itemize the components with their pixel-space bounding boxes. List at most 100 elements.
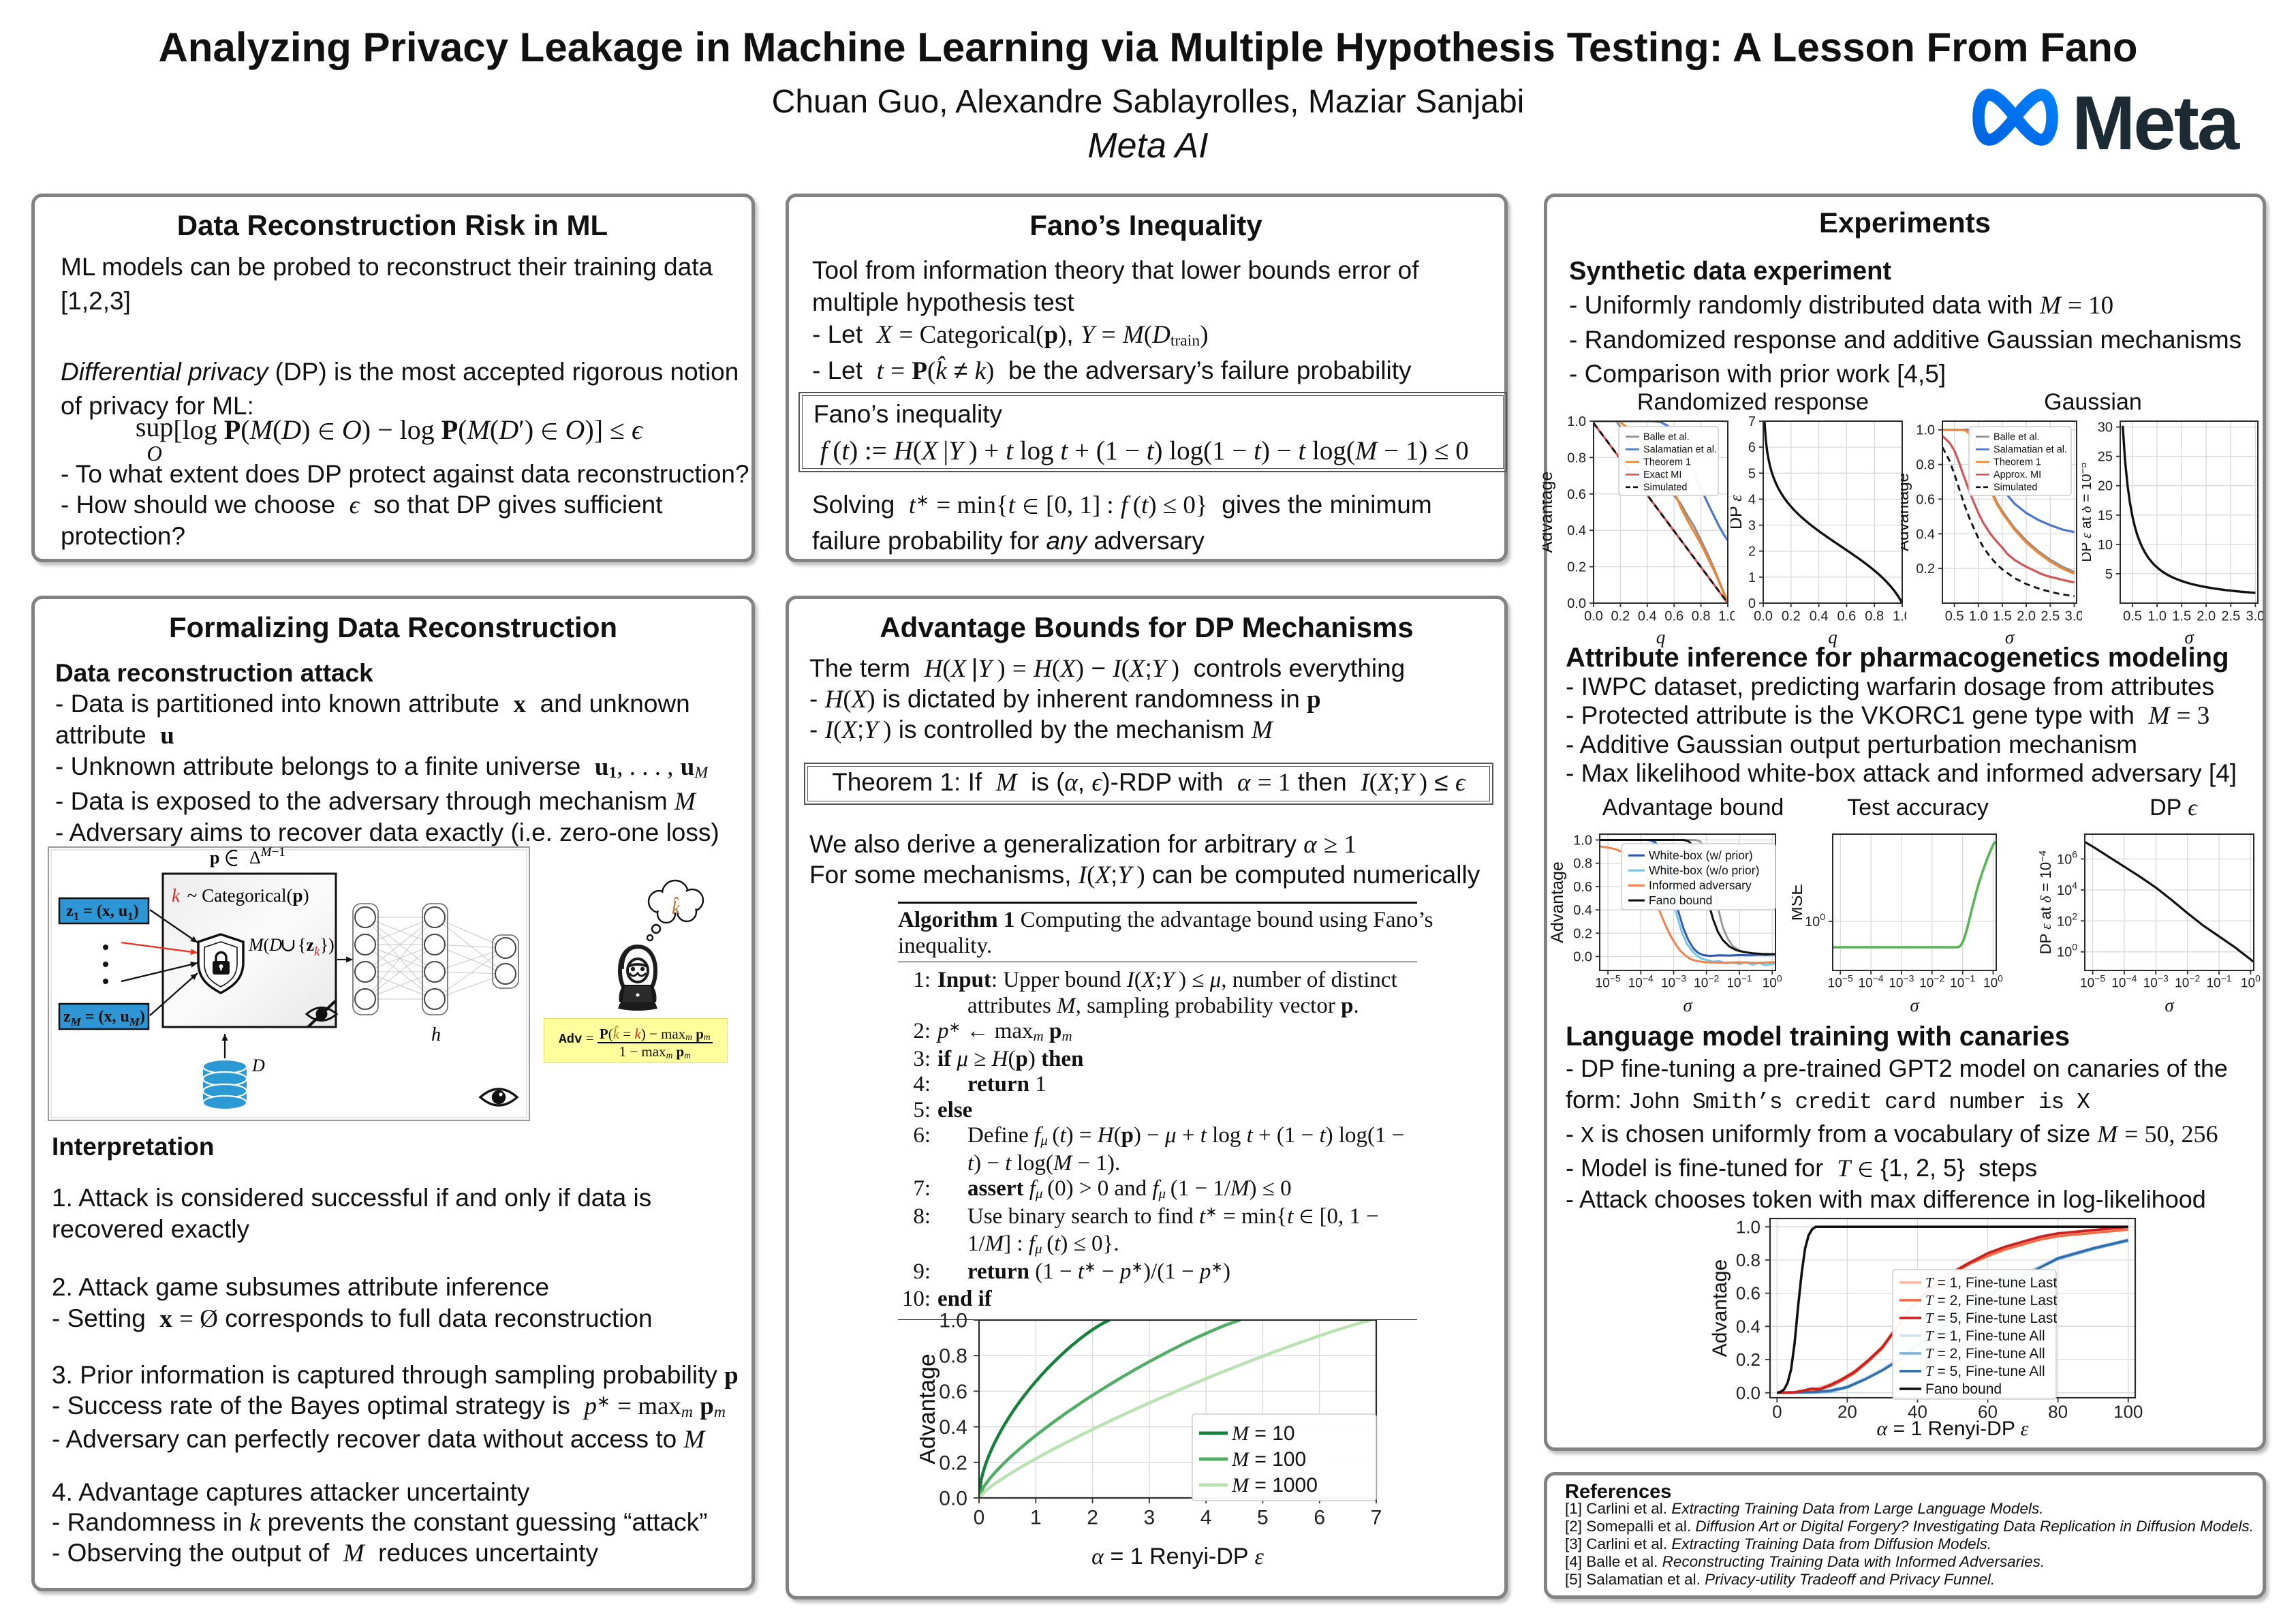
svg-text:0.0: 0.0 — [1584, 609, 1603, 624]
svg-text:20: 20 — [2098, 479, 2113, 494]
svg-text:10: 10 — [2098, 538, 2113, 553]
svg-text:Advantage: Advantage — [1901, 473, 1912, 551]
svg-text:M = 100: M = 100 — [1231, 1448, 1306, 1471]
svg-text:σ: σ — [2165, 995, 2175, 1015]
svg-text:q: q — [1656, 627, 1666, 647]
svg-text:5: 5 — [2105, 567, 2113, 582]
svg-text:1: 1 — [1030, 1507, 1042, 1529]
svg-text:Theorem 1: Theorem 1 — [1643, 457, 1691, 468]
svg-text:10−3: 10−3 — [1889, 973, 1914, 991]
svg-text:0.4: 0.4 — [1916, 527, 1935, 542]
svg-text:1.0: 1.0 — [1893, 609, 1906, 624]
svg-text:0.4: 0.4 — [1573, 903, 1592, 918]
svg-text:0.8: 0.8 — [939, 1345, 967, 1368]
svg-text:0.2: 0.2 — [1736, 1349, 1760, 1370]
svg-text:20: 20 — [1837, 1402, 1857, 1422]
svg-text:Informed adversary: Informed adversary — [1649, 878, 1752, 892]
svg-text:4: 4 — [1748, 492, 1756, 507]
svg-text:σ: σ — [1910, 995, 1920, 1015]
svg-text:k̂: k̂ — [672, 898, 681, 918]
svg-text:1.0: 1.0 — [1736, 1216, 1760, 1237]
svg-text:0.4: 0.4 — [1638, 609, 1657, 624]
svg-text:2: 2 — [1748, 545, 1756, 560]
svg-text:3.0: 3.0 — [2246, 609, 2263, 624]
svg-text:0.8: 0.8 — [1865, 609, 1884, 624]
svg-text:2.0: 2.0 — [2197, 609, 2216, 624]
svg-text:100: 100 — [1983, 973, 2003, 991]
svg-text:T = 2, Fine-tune All: T = 2, Fine-tune All — [1925, 1345, 2045, 1362]
svg-text:0.4: 0.4 — [1810, 609, 1829, 624]
svg-text:σ: σ — [2005, 627, 2015, 647]
svg-text:10−1: 10−1 — [2206, 973, 2231, 991]
svg-text:10−4: 10−4 — [1859, 973, 1884, 991]
svg-text:0.8: 0.8 — [1736, 1250, 1760, 1270]
svg-text:Salamatian et al.: Salamatian et al. — [1643, 444, 1717, 455]
svg-text:0.2: 0.2 — [1611, 609, 1630, 624]
svg-text:10−3: 10−3 — [1661, 973, 1686, 991]
svg-text:3.0: 3.0 — [2065, 609, 2082, 624]
svg-text:1.0: 1.0 — [1573, 833, 1592, 848]
svg-text:0.6: 0.6 — [939, 1381, 967, 1403]
svg-text:q: q — [1828, 627, 1837, 647]
svg-text:1.5: 1.5 — [1993, 609, 2012, 624]
svg-text:10−5: 10−5 — [2080, 973, 2105, 991]
svg-text:3: 3 — [1144, 1507, 1155, 1529]
svg-text:DP ε at δ = 10−4: DP ε at δ = 10−4 — [2037, 851, 2054, 954]
svg-text:80: 80 — [2048, 1402, 2068, 1422]
svg-text:M(D: M(D — [248, 935, 282, 955]
svg-text:102: 102 — [2057, 910, 2077, 929]
svg-text:D: D — [251, 1056, 265, 1075]
svg-text:10−2: 10−2 — [1694, 973, 1719, 991]
svg-text:0.0: 0.0 — [939, 1488, 967, 1510]
svg-text:1.0: 1.0 — [1969, 609, 1988, 624]
svg-text:0.0: 0.0 — [1754, 609, 1773, 624]
svg-text:Approx. MI: Approx. MI — [1994, 470, 2041, 480]
svg-text:White-box (w/ prior): White-box (w/ prior) — [1649, 848, 1753, 862]
svg-text:4: 4 — [1200, 1507, 1212, 1529]
svg-text:100: 100 — [2057, 942, 2077, 960]
svg-text:104: 104 — [2057, 880, 2077, 898]
svg-text:100: 100 — [1763, 973, 1782, 991]
svg-text:1.0: 1.0 — [1567, 414, 1586, 429]
svg-text:0.2: 0.2 — [1567, 560, 1586, 575]
svg-text:0: 0 — [1748, 596, 1756, 611]
svg-text:zM = (x, uM): zM = (x, uM) — [63, 1008, 145, 1028]
svg-text:10−4: 10−4 — [1628, 973, 1654, 991]
svg-text:2.5: 2.5 — [2041, 609, 2060, 624]
svg-text:60: 60 — [1978, 1402, 1998, 1422]
svg-text:T = 2, Fine-tune Last: T = 2, Fine-tune Last — [1925, 1292, 2057, 1308]
svg-text:Balle et al.: Balle et al. — [1994, 432, 2040, 443]
svg-text:0.2: 0.2 — [939, 1452, 967, 1474]
svg-text:0.4: 0.4 — [939, 1416, 967, 1439]
svg-text:Advantage: Advantage — [920, 1353, 940, 1465]
svg-text:Theorem 1: Theorem 1 — [1994, 457, 2041, 468]
svg-text:0.8: 0.8 — [1916, 458, 1935, 473]
svg-text:25: 25 — [2098, 450, 2113, 465]
svg-text:5: 5 — [1748, 466, 1756, 481]
svg-text:0: 0 — [974, 1507, 985, 1529]
svg-text:T = 1, Fine-tune All: T = 1, Fine-tune All — [1925, 1328, 2045, 1344]
svg-text:10−2: 10−2 — [2175, 973, 2200, 991]
svg-text:0: 0 — [1772, 1402, 1782, 1422]
svg-text:6: 6 — [1748, 440, 1756, 455]
svg-text:0.6: 0.6 — [1573, 880, 1592, 895]
svg-text:2.0: 2.0 — [2017, 609, 2036, 624]
svg-text:1.0: 1.0 — [1916, 423, 1935, 438]
svg-text:Advantage: Advantage — [1542, 472, 1556, 553]
svg-text:0.8: 0.8 — [1692, 609, 1711, 624]
svg-text:M = 10: M = 10 — [1231, 1422, 1295, 1445]
svg-text:Simulated: Simulated — [1643, 482, 1687, 493]
svg-text:0.2: 0.2 — [1782, 609, 1801, 624]
svg-text:DP ε: DP ε — [1731, 495, 1746, 530]
svg-text:α = 1 Renyi-DP ε: α = 1 Renyi-DP ε — [1091, 1544, 1264, 1569]
svg-text:T = 5, Fine-tune All: T = 5, Fine-tune All — [1925, 1363, 2045, 1379]
svg-text:0.8: 0.8 — [1567, 450, 1586, 465]
svg-text:Advantage: Advantage — [1551, 861, 1567, 943]
svg-text:2: 2 — [1087, 1507, 1098, 1529]
svg-text:0.4: 0.4 — [1736, 1316, 1760, 1336]
svg-text:0.5: 0.5 — [1945, 609, 1964, 624]
svg-text:0.6: 0.6 — [1567, 487, 1586, 502]
svg-text:0.5: 0.5 — [2123, 609, 2142, 624]
svg-text:100: 100 — [1805, 911, 1825, 930]
svg-text:40: 40 — [1908, 1402, 1927, 1422]
